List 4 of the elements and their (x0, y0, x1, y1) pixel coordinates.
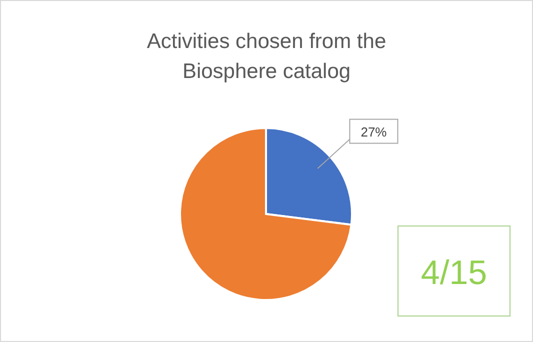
chart-title: Activities chosen from the Biosphere catalog (146, 30, 386, 83)
data-label: 27% (360, 124, 388, 140)
pie-slice (179, 127, 352, 301)
text: 4/15 (420, 254, 488, 292)
